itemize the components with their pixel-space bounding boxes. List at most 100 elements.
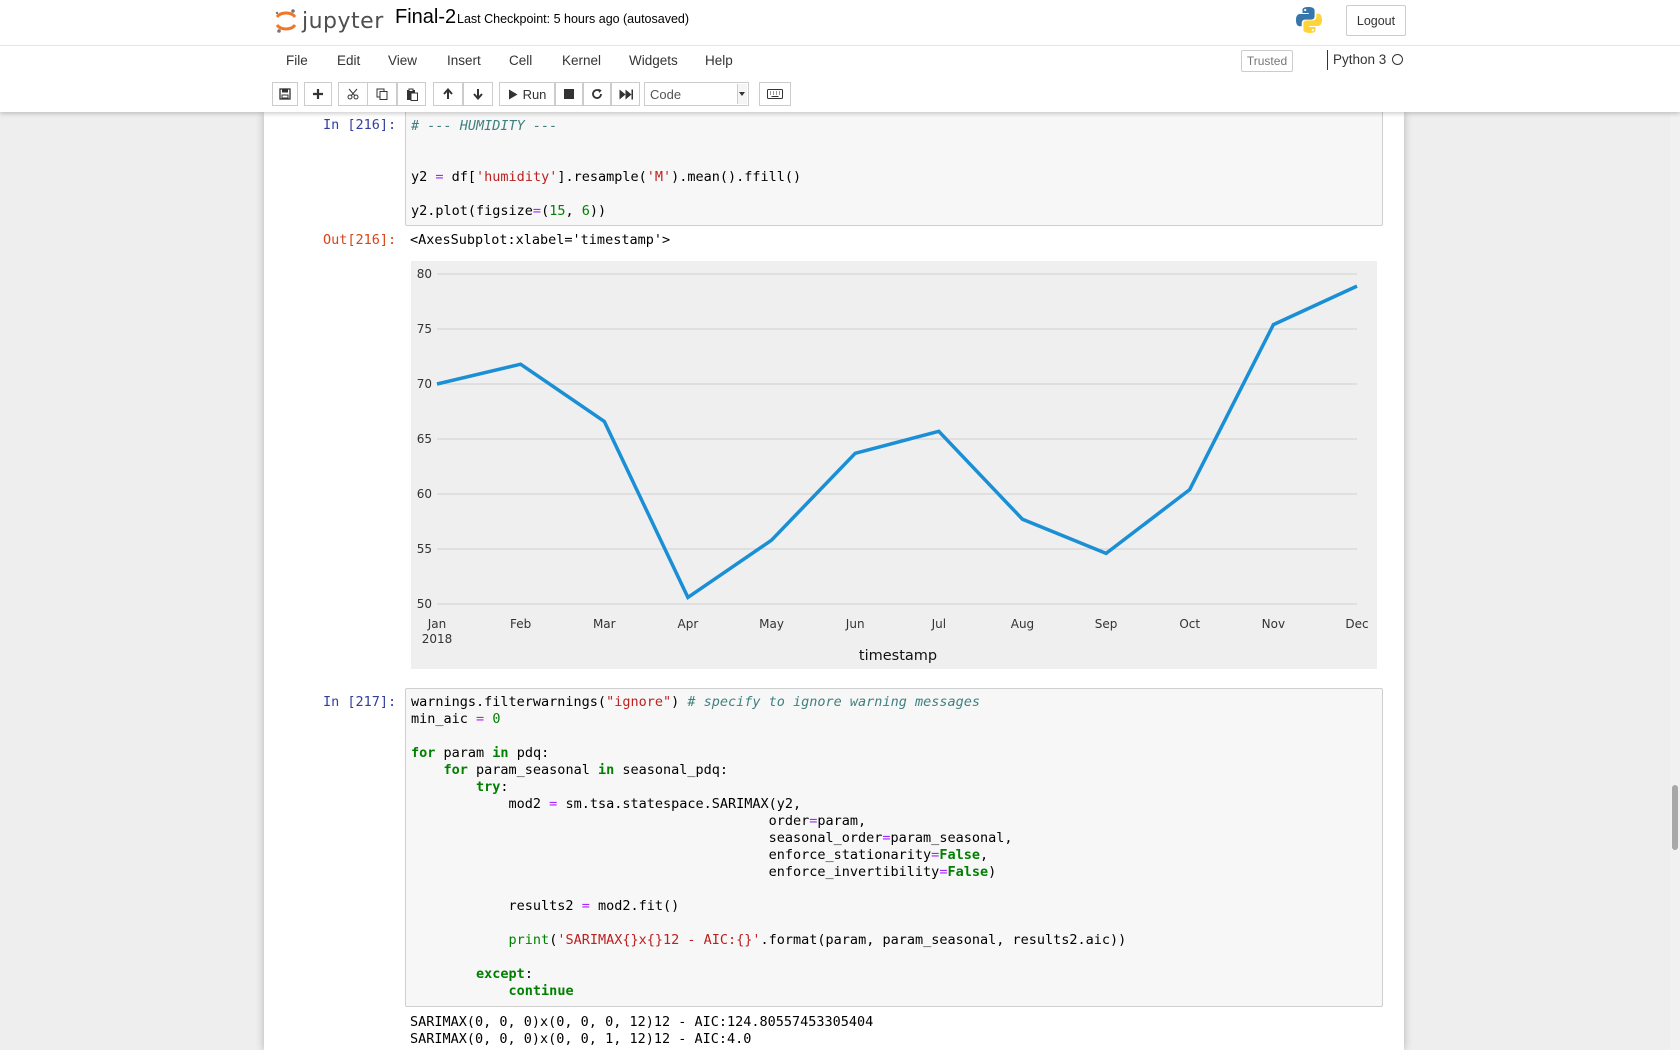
cut-button[interactable] [338, 82, 368, 106]
fast-forward-icon [619, 89, 633, 99]
interrupt-button[interactable] [555, 82, 583, 106]
command-palette-button[interactable] [759, 82, 791, 106]
code-line: min_aic = 0 [411, 711, 501, 727]
x-tick-label: Nov [1262, 617, 1285, 631]
top-bar: jupyter Final-2 Last Checkpoint: 5 hours… [0, 0, 1680, 46]
save-icon [279, 88, 291, 100]
output-line: SARIMAX(0, 0, 0)x(0, 0, 0, 12)12 - AIC:1… [410, 1014, 874, 1030]
code-line: continue [508, 983, 574, 999]
y-tick-label: 75 [417, 322, 432, 336]
code-line: warnings.filterwarnings("ignore") # spec… [411, 694, 980, 710]
restart-run-all-button[interactable] [611, 82, 640, 106]
x-tick-label: Aug [1011, 617, 1034, 631]
restart-button[interactable] [583, 82, 611, 106]
y-tick-label: 70 [417, 377, 432, 391]
save-button[interactable] [272, 82, 298, 106]
code-line: seasonal_order=param_seasonal, [411, 830, 1013, 846]
menu-view[interactable]: View [388, 53, 418, 68]
humidity-series-line [436, 284, 1358, 601]
stop-icon [564, 89, 574, 99]
chevron-down-icon [737, 84, 747, 104]
chart-y-ticks: 50 55 60 65 70 75 80 [417, 267, 432, 611]
code-line: enforce_invertibility=False) [411, 864, 997, 880]
jupyter-logo[interactable]: jupyter [274, 4, 384, 38]
notebook-name[interactable]: Final-2 [395, 6, 457, 28]
page-scrollbar[interactable] [1670, 112, 1680, 1050]
menu-insert[interactable]: Insert [447, 53, 481, 68]
cell-type-select[interactable]: Code [644, 82, 749, 106]
menu-bar: File Edit View Insert Cell Kernel Widget… [272, 45, 1408, 77]
code-line: y2 = df['humidity'].resample('M').mean()… [411, 169, 802, 185]
autosave-status: (autosaved) [623, 12, 690, 26]
move-up-button[interactable] [433, 82, 463, 106]
paste-button[interactable] [397, 82, 426, 106]
menu-cell[interactable]: Cell [509, 53, 533, 68]
output-line: SARIMAX(0, 0, 0)x(0, 0, 1, 12)12 - AIC:4… [410, 1031, 752, 1047]
jupyter-logo-icon [275, 9, 297, 33]
arrow-down-icon [473, 89, 483, 100]
code-line: y2.plot(figsize=(15, 6)) [411, 203, 607, 219]
code-line: except: [476, 966, 533, 982]
move-down-button[interactable] [463, 82, 493, 106]
y-tick-label: 65 [417, 432, 432, 446]
x-tick-label: Mar [593, 617, 616, 631]
kernel-idle-indicator-icon [1392, 54, 1403, 65]
x-tick-label: Jan [427, 617, 447, 631]
y-tick-label: 50 [417, 597, 432, 611]
chart-background [411, 261, 1377, 669]
logout-button[interactable]: Logout [1346, 5, 1406, 36]
code-line: for param in pdq: [411, 745, 550, 761]
x-tick-label: Apr [678, 617, 699, 631]
jupyter-logo-text: jupyter [302, 8, 384, 34]
menu-file[interactable]: File [286, 53, 308, 68]
input-prompt: In [216]: [323, 117, 397, 133]
chart-year-label: 2018 [422, 632, 453, 646]
cell-type-value: Code [650, 86, 682, 102]
notebook-header: jupyter Final-2 Last Checkpoint: 5 hours… [0, 0, 1680, 112]
restart-icon [592, 88, 602, 99]
code-line: try: [476, 779, 509, 795]
y-tick-label: 80 [417, 267, 432, 281]
paste-icon [406, 88, 418, 101]
input-prompt: In [217]: [323, 694, 397, 710]
copy-button[interactable] [367, 82, 397, 106]
x-tick-label: Jul [931, 617, 946, 631]
code-line: order=param, [411, 813, 867, 829]
code-line: print('SARIMAX{}x{}12 - AIC:{}'.format(p… [508, 932, 1127, 948]
keyboard-icon [767, 89, 783, 99]
code-line: mod2 = sm.tsa.statespace.SARIMAX(y2, [411, 796, 802, 812]
x-tick-label: Jun [845, 617, 865, 631]
run-label: Run [522, 86, 547, 102]
menu-edit[interactable]: Edit [337, 53, 361, 68]
x-tick-label: Sep [1095, 617, 1118, 631]
kernel-separator [1327, 50, 1328, 70]
kernel-name[interactable]: Python 3 [1333, 52, 1387, 67]
checkpoint-status: Last Checkpoint: 5 hours ago [457, 12, 620, 26]
python-logo-icon [1296, 7, 1322, 33]
plus-icon [313, 89, 323, 99]
y-tick-label: 55 [417, 542, 432, 556]
x-tick-label: Oct [1179, 617, 1200, 631]
code-line: results2 = mod2.fit() [411, 898, 680, 914]
scrollbar-thumb[interactable] [1672, 785, 1678, 850]
menu-help[interactable]: Help [705, 53, 733, 68]
output-prompt: Out[216]: [323, 232, 397, 248]
chart-grid [437, 273, 1357, 605]
insert-cell-button[interactable] [304, 82, 332, 106]
menu-kernel[interactable]: Kernel [562, 53, 602, 68]
x-tick-label: Dec [1345, 617, 1368, 631]
trusted-badge[interactable]: Trusted [1241, 50, 1293, 72]
code-line: enforce_stationarity=False, [411, 847, 989, 863]
toolbar: Run Code [0, 80, 1680, 108]
code-line: # --- HUMIDITY --- [411, 118, 558, 134]
copy-icon [376, 88, 388, 100]
output-text: <AxesSubplot:xlabel='timestamp'> [410, 232, 671, 248]
code-cell-editor[interactable]: warnings.filterwarnings("ignore") # spec… [405, 688, 1383, 1007]
play-icon [508, 89, 518, 99]
menu-widgets[interactable]: Widgets [629, 53, 678, 68]
run-button[interactable]: Run [499, 82, 555, 106]
x-tick-label: May [759, 617, 784, 631]
cut-icon [347, 88, 359, 100]
x-tick-label: Feb [510, 617, 531, 631]
code-cell-editor[interactable]: # --- HUMIDITY --- y2 = df['humidity'].r… [405, 100, 1383, 226]
